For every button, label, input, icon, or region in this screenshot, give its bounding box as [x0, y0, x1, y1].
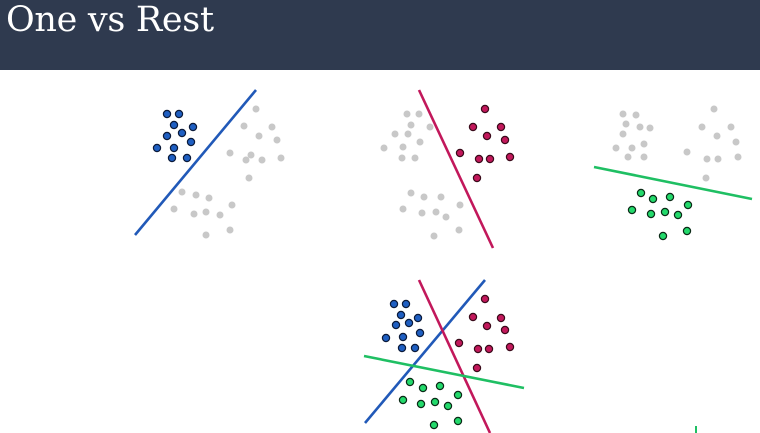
decision-boundary-blue	[364, 279, 486, 424]
panel-blue-vs-rest	[134, 89, 285, 239]
decision-boundary-blue	[134, 89, 257, 236]
decision-boundary-red	[417, 89, 495, 249]
gray-points	[380, 110, 464, 240]
decision-boundary-red	[417, 279, 492, 433]
blue-points	[381, 299, 425, 353]
blue-points	[152, 109, 198, 163]
red-points	[455, 104, 515, 183]
slide-header: One vs Rest	[0, 0, 760, 70]
gray-points	[170, 105, 285, 239]
decision-boundary-green	[363, 354, 525, 390]
red-points	[454, 294, 515, 373]
panel-combined	[363, 279, 525, 433]
green-tick-mark	[695, 426, 697, 433]
decision-boundary-green	[593, 165, 753, 201]
panel-green-vs-rest	[593, 105, 753, 241]
gray-points	[612, 105, 742, 182]
slide-title: One vs Rest	[6, 0, 214, 40]
panel-red-vs-rest	[380, 89, 515, 249]
green-points	[398, 377, 463, 430]
green-points	[627, 188, 693, 241]
